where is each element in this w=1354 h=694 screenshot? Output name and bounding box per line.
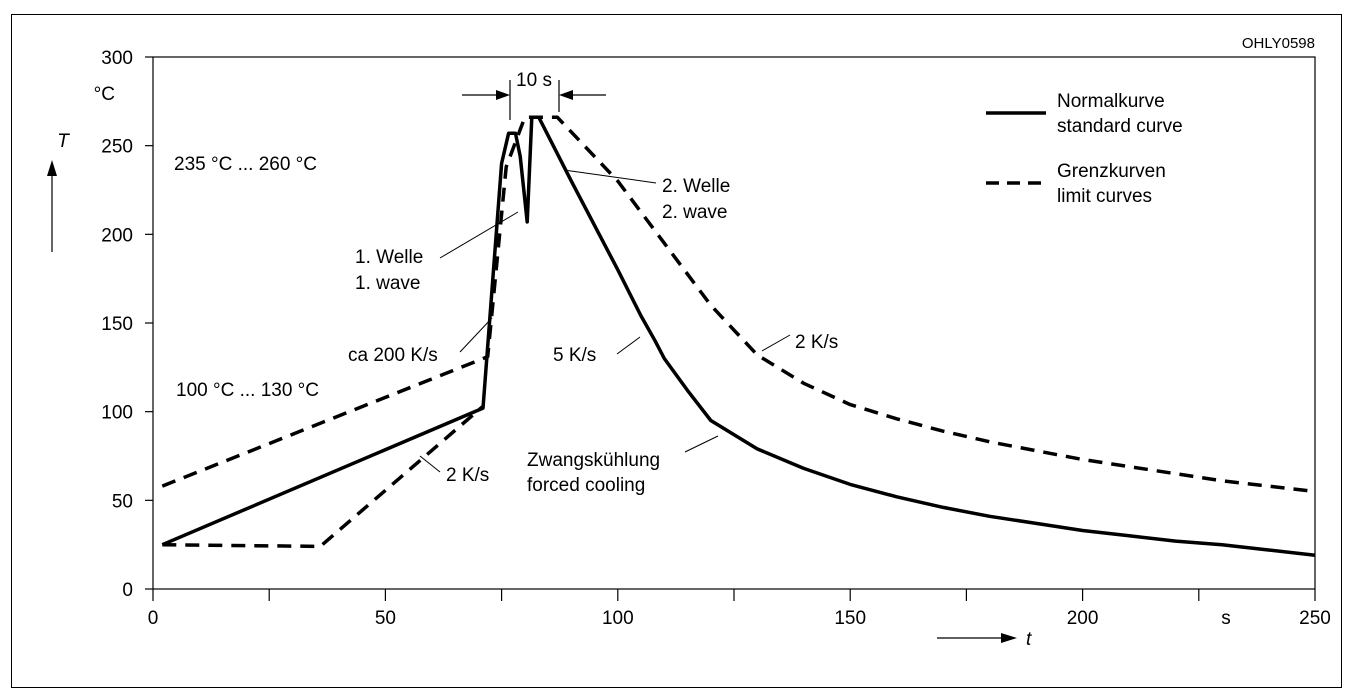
- x-axis-arrow-head: [1001, 633, 1017, 643]
- legend-label-limit-1: Grenzkurven: [1057, 161, 1166, 182]
- y-axis-arrow-head: [47, 160, 57, 176]
- annotation-2ks-upper: 2 K/s: [795, 332, 838, 353]
- leader-2ks-upper: [761, 334, 791, 352]
- leader-forced-cooling: [684, 435, 719, 453]
- figure-frame: [11, 14, 1342, 688]
- ten-seconds-marker: [462, 80, 606, 120]
- annotation-wave2-de: 2. Welle: [662, 176, 730, 197]
- x-tick-label: 50: [375, 608, 396, 629]
- y-unit-label: °C: [94, 84, 115, 105]
- annotation-10s: 10 s: [516, 70, 552, 91]
- legend: Normalkurve standard curve Grenzkurven l…: [986, 91, 1183, 207]
- annotation-wave1-en: 1. wave: [355, 273, 420, 294]
- figure-code: OHLY0598: [1242, 35, 1315, 52]
- leader-wave2: [563, 169, 657, 184]
- x-tick-label: 250: [1299, 608, 1331, 629]
- axis-ticks: 0 50 100 150 200 250 300 0 50 100 150 200 250: [101, 48, 1331, 629]
- series-layer: [161, 115, 1316, 558]
- annotation-forced-cooling-de: Zwangskühlung: [527, 450, 660, 471]
- x-axis-label: t: [1026, 629, 1032, 650]
- series-line-limit-1: [161, 115, 1316, 494]
- legend-label-limit-2: limit curves: [1057, 186, 1152, 207]
- x-tick-label: 150: [834, 608, 866, 629]
- series-line-standard: [161, 115, 1316, 558]
- legend-label-standard-1: Normalkurve: [1057, 91, 1165, 112]
- x-tick-label: 200: [1067, 608, 1099, 629]
- annotation-peak-range: 235 °C ... 260 °C: [174, 154, 317, 175]
- annotation-wave2-en: 2. wave: [662, 202, 727, 223]
- y-axis-label: T: [57, 131, 70, 152]
- annotation-forced-cooling-en: forced cooling: [527, 475, 645, 496]
- annotation-wave1-de: 1. Welle: [355, 247, 423, 268]
- x-tick-label: 100: [602, 608, 634, 629]
- y-tick-label: 100: [101, 403, 133, 424]
- leader-5ks: [616, 336, 641, 355]
- y-tick-label: 200: [101, 225, 133, 246]
- leader-2ks-lower: [419, 455, 441, 473]
- annotation-2ks-lower: 2 K/s: [446, 465, 489, 486]
- y-tick-label: 250: [101, 137, 133, 158]
- annotation-5ks: 5 K/s: [553, 345, 596, 366]
- y-tick-label: 300: [101, 48, 133, 69]
- legend-label-standard-2: standard curve: [1057, 116, 1183, 137]
- x-unit-label: s: [1221, 608, 1231, 629]
- series-line-limit-2: [162, 404, 485, 549]
- annotation-200ks: ca 200 K/s: [348, 345, 438, 366]
- annotation-preheat-range: 100 °C ... 130 °C: [176, 380, 319, 401]
- leader-200ks: [459, 317, 493, 353]
- y-tick-label: 150: [101, 314, 133, 335]
- y-tick-label: 50: [112, 491, 133, 512]
- leader-wave1: [439, 211, 519, 259]
- y-tick-label: 0: [122, 580, 133, 601]
- x-tick-label: 0: [148, 608, 159, 629]
